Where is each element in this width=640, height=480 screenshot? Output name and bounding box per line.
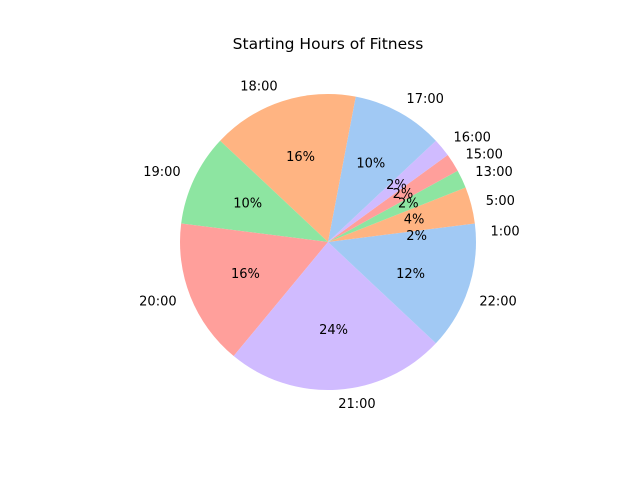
slice-pct-21-00: 24%	[319, 323, 348, 338]
slice-15-00	[328, 155, 458, 242]
slice-13-00	[328, 170, 466, 242]
slice-label-1-00: 1:00	[490, 224, 519, 239]
pie-slices	[180, 93, 476, 391]
slice-pct-19-00: 10%	[233, 197, 262, 212]
chart-title: Starting Hours of Fitness	[233, 35, 424, 53]
slice-pct-22-00: 12%	[396, 267, 425, 282]
slice-20-00	[180, 223, 328, 357]
slice-pct-1-00: 2%	[406, 229, 427, 244]
slice-label-22-00: 22:00	[479, 294, 516, 309]
slice-5-00	[328, 187, 475, 242]
slice-label-17-00: 17:00	[406, 92, 443, 107]
slice-16-00	[328, 140, 448, 242]
slice-label-16-00: 16:00	[453, 131, 490, 146]
slice-21-00	[233, 242, 436, 391]
slice-pct-15-00: 2%	[393, 187, 414, 202]
slice-label-15-00: 15:00	[465, 147, 502, 162]
slice-22-00	[328, 242, 476, 344]
slice-label-21-00: 21:00	[338, 397, 375, 412]
slice-pct-5-00: 4%	[404, 212, 425, 227]
slice-label-20-00: 20:00	[139, 294, 176, 309]
pie-labels: 1:00 2% 5:00 4% 13:00 2% 15:00 2% 16:00 2% 17:00 10…	[139, 80, 520, 412]
slice-label-18-00: 18:00	[240, 80, 277, 95]
slice-pct-20-00: 16%	[231, 267, 260, 282]
slice-label-19-00: 19:00	[143, 165, 180, 180]
slice-1-00	[328, 223, 476, 242]
slice-18-00	[220, 93, 356, 242]
slice-pct-13-00: 2%	[398, 197, 419, 212]
slice-label-13-00: 13:00	[475, 165, 512, 180]
slice-17-00	[328, 96, 436, 243]
slice-pct-18-00: 16%	[286, 150, 315, 165]
slice-pct-17-00: 10%	[356, 157, 385, 172]
slice-label-5-00: 5:00	[486, 194, 515, 209]
slice-pct-16-00: 2%	[386, 178, 407, 193]
slice-19-00	[181, 140, 328, 242]
